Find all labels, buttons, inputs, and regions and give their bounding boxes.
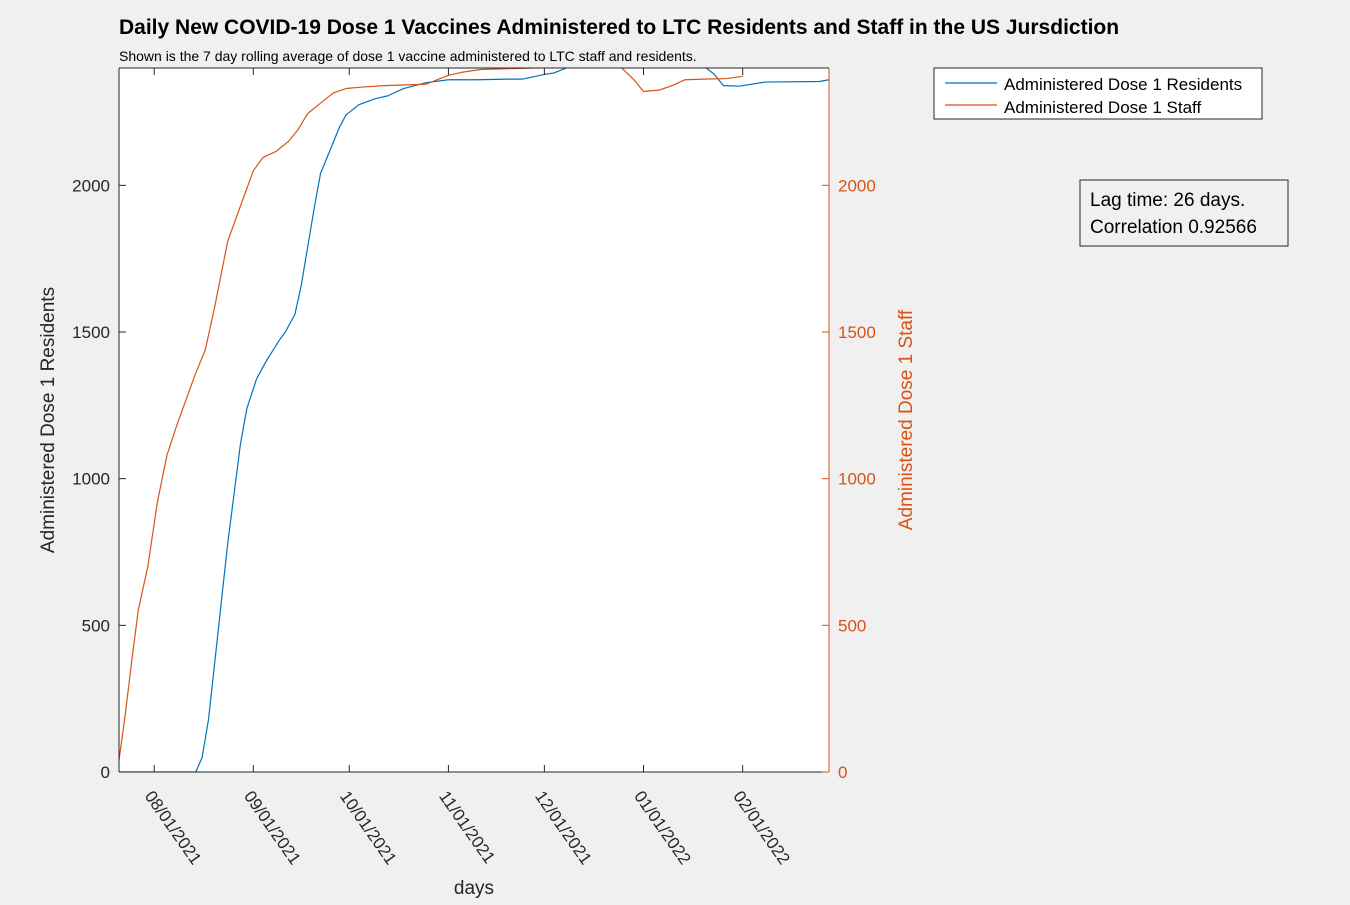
series-line-staff	[119, 68, 743, 761]
legend-label-residents: Administered Dose 1 Residents	[1004, 75, 1242, 94]
legend-box	[933, 67, 1263, 120]
right-y-tick-label: 1000	[838, 470, 876, 489]
left-y-axis-label: Administered Dose 1 Residents	[38, 287, 59, 553]
x-axis-label: days	[454, 878, 494, 899]
right-y-tick-label: 2000	[838, 176, 876, 195]
legend: Administered Dose 1 Residents Administer…	[933, 67, 1263, 120]
right-y-axis: 0 500 1000 1500 2000	[822, 176, 876, 782]
annotation-box: Lag time: 26 days. Correlation 0.92566	[1079, 179, 1289, 247]
left-y-tick-label: 1000	[72, 470, 110, 489]
right-y-tick-label: 500	[838, 616, 866, 635]
legend-label-staff: Administered Dose 1 Staff	[1004, 98, 1201, 117]
annotation-frame	[1079, 179, 1289, 247]
left-y-tick-label: 1500	[72, 323, 110, 342]
right-y-tick-label: 0	[838, 763, 847, 782]
left-y-tick-label: 0	[101, 763, 110, 782]
left-y-axis: 0 500 1000 1500 2000	[72, 176, 126, 782]
series-layer	[119, 68, 829, 772]
axes-area	[119, 68, 829, 772]
right-y-axis-label: Administered Dose 1 Staff	[896, 309, 917, 530]
annotation-lag-time: Lag time: 26 days.	[1090, 190, 1245, 211]
right-y-tick-label: 1500	[838, 323, 876, 342]
chart-title: Daily New COVID-19 Dose 1 Vaccines Admin…	[119, 16, 1119, 39]
left-y-tick-label: 500	[82, 616, 110, 635]
left-y-tick-label: 2000	[72, 176, 110, 195]
annotation-correlation: Correlation 0.92566	[1090, 217, 1257, 238]
series-line-residents	[119, 68, 829, 772]
chart-subtitle: Shown is the 7 day rolling average of do…	[119, 48, 697, 64]
